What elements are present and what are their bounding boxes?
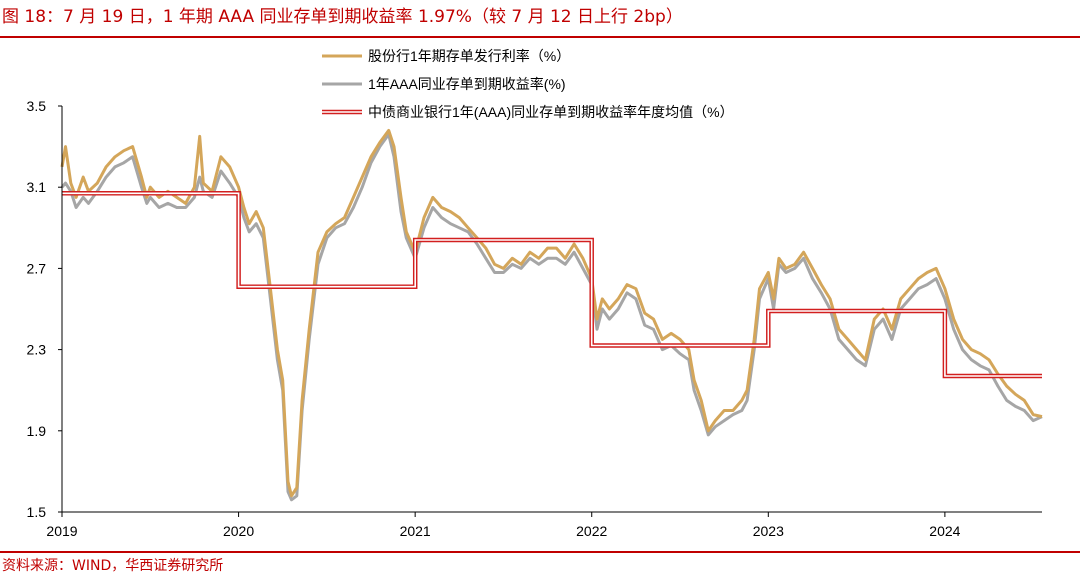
series-line-avg-inner <box>62 192 1042 377</box>
y-tick-label: 2.7 <box>27 260 47 276</box>
series-line-stock <box>60 128 1043 498</box>
x-tick-label: 2020 <box>223 523 254 539</box>
footer-rule <box>0 551 1080 553</box>
source-note: 资料来源：WIND，华西证券研究所 <box>2 558 224 574</box>
legend-label: 股份行1年期存单发行利率（%） <box>368 48 570 64</box>
chart-legend: 股份行1年期存单发行利率（%） 1年AAA同业存单到期收益率(%) 中债商业银行1年… <box>322 48 734 120</box>
x-tick-label: 2023 <box>753 523 784 539</box>
y-tick-label: 1.9 <box>27 423 47 439</box>
series-line-avg <box>62 191 1042 379</box>
x-tick-label: 2024 <box>929 523 960 539</box>
figure-title: 图 18：7 月 19 日，1 年期 AAA 同业存单到期收益率 1.97%（较… <box>2 7 683 27</box>
plot-area <box>60 128 1043 502</box>
y-tick-label: 2.3 <box>27 342 47 358</box>
legend-label: 1年AAA同业存单到期收益率(%) <box>368 76 566 92</box>
y-tick-label: 3.5 <box>27 98 47 114</box>
x-tick-label: 2022 <box>576 523 607 539</box>
y-tick-label: 1.5 <box>27 504 47 520</box>
y-tick-label: 3.1 <box>27 179 47 195</box>
x-tick-label: 2021 <box>400 523 431 539</box>
legend-label: 中债商业银行1年(AAA)同业存单到期收益率年度均值（%） <box>368 104 734 120</box>
chart-axes: 1.5 1.9 2.3 2.7 3.1 3.5 2019 2020 2021 2022 2023 20… <box>27 98 1042 539</box>
line-chart: 股份行1年期存单发行利率（%） 1年AAA同业存单到期收益率(%) 中债商业银行1年… <box>27 48 1043 539</box>
title-rule <box>0 36 1080 38</box>
x-tick-label: 2019 <box>46 523 77 539</box>
